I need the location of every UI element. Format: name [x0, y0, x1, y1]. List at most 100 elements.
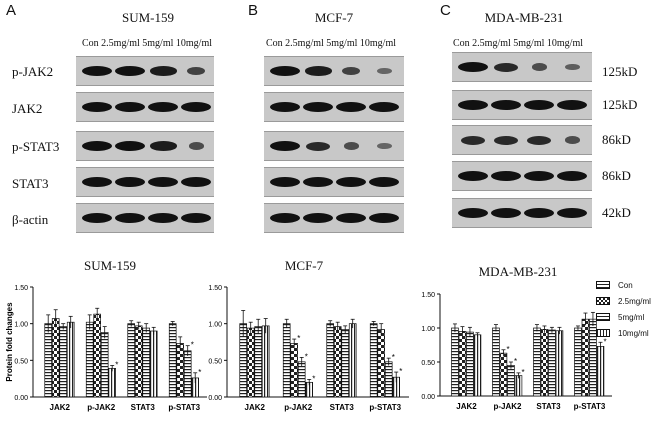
- bar: [51, 318, 60, 398]
- x-tick-label: STAT3: [536, 402, 561, 411]
- row-label-stat3: STAT3: [12, 176, 49, 191]
- blot-strip: [76, 203, 214, 233]
- blot-band: [82, 66, 112, 76]
- blot-band: [270, 102, 300, 112]
- significance-star: *: [514, 357, 517, 366]
- legend-item-5mg: 5mg/ml: [596, 309, 651, 325]
- kd-label-pjak2: 125kD: [602, 64, 638, 79]
- x-tick-label: p-STAT3: [369, 403, 401, 412]
- bar: [149, 330, 158, 398]
- bar: [108, 368, 117, 398]
- bar: [507, 365, 515, 397]
- blot-band: [376, 67, 392, 75]
- bar: [168, 323, 177, 398]
- blot-band: [181, 213, 211, 223]
- bar: [596, 346, 605, 397]
- row-label-pjak2: p-JAK2: [12, 64, 54, 79]
- blot-band: [115, 66, 145, 76]
- bar: [466, 331, 474, 397]
- blot-strip: [452, 52, 592, 82]
- x-tick-label: p-JAK2: [493, 402, 522, 411]
- legend-label-2-5mg: 2.5mg/ml: [618, 296, 651, 306]
- bar: [451, 327, 459, 397]
- bar: [555, 330, 564, 397]
- y-tick-label: 0.50: [14, 358, 28, 365]
- blot-band: [148, 213, 178, 223]
- blot-band: [270, 66, 300, 76]
- x-tick-label: p-STAT3: [168, 403, 200, 412]
- bar: [142, 327, 151, 398]
- y-tick-label: 1.50: [208, 285, 222, 292]
- legend-item-10mg: 10mg/ml: [596, 325, 651, 341]
- bar: [176, 343, 185, 398]
- significance-star: *: [297, 334, 300, 343]
- legend-label-con: Con: [618, 280, 633, 290]
- kd-label-beta-actin: 42kD: [602, 205, 631, 220]
- bar: [282, 323, 291, 398]
- blot-band: [491, 100, 521, 110]
- blot-band: [306, 141, 330, 151]
- x-tick-label: p-JAK2: [284, 403, 313, 412]
- significance-star: *: [392, 353, 395, 362]
- chart-2: 0.00 0.50 1.00 1.50 JAK2 * * * p-JAK2 STAT3 * p-STA…: [421, 292, 612, 411]
- blot-strip: [452, 198, 592, 228]
- concentration-labels-sum159: Con 2.5mg/ml 5mg/ml 10mg/ml: [82, 38, 213, 49]
- blot-band: [82, 102, 112, 112]
- blot-band: [149, 141, 177, 151]
- blot-strip: [76, 56, 214, 86]
- blot-band: [270, 141, 300, 151]
- blot-band: [458, 171, 488, 181]
- blot-band: [82, 213, 112, 223]
- blot-strip: [452, 161, 592, 191]
- blot-band: [557, 100, 587, 110]
- significance-star: *: [399, 367, 402, 376]
- y-tick-label: 0.00: [208, 395, 222, 402]
- blot-band: [557, 208, 587, 218]
- significance-star: *: [521, 368, 524, 377]
- legend-item-2-5mg: 2.5mg/ml: [596, 293, 651, 309]
- blot-band: [557, 171, 587, 181]
- panel-letter-c: C: [440, 2, 451, 19]
- y-tick-label: 1.50: [14, 285, 28, 292]
- bar: [246, 327, 255, 398]
- y-axis-label: Protein fold changes: [5, 302, 14, 382]
- chart-title-sum159: SUM-159: [83, 258, 136, 273]
- kd-label-jak2: 125kD: [602, 97, 638, 112]
- blot-strip: [76, 167, 214, 197]
- blot-band: [336, 102, 366, 112]
- bar: [59, 326, 68, 398]
- blot-band: [458, 62, 488, 72]
- blot-band: [303, 177, 333, 187]
- y-tick-label: 0.50: [421, 360, 435, 367]
- panel-letter-b: B: [248, 2, 259, 19]
- bar: [254, 326, 263, 398]
- y-tick-label: 0.00: [421, 394, 435, 401]
- y-tick-label: 1.50: [421, 292, 435, 299]
- significance-star: *: [198, 368, 201, 377]
- x-tick-label: STAT3: [330, 403, 355, 412]
- bar: [261, 325, 270, 398]
- chart-legend: Con 2.5mg/ml 5mg/ml 10mg/ml: [596, 277, 651, 341]
- x-tick-label: JAK2: [50, 403, 71, 412]
- bar: [369, 323, 378, 398]
- blot-band: [491, 208, 521, 218]
- bar: [492, 327, 500, 397]
- blot-band: [564, 63, 580, 71]
- blot-strip: [452, 125, 592, 155]
- blot-band: [524, 208, 554, 218]
- x-tick-label: p-STAT3: [574, 402, 606, 411]
- blot-band: [303, 102, 333, 112]
- chart-0: 0.00 0.50 1.00 1.50 Protein fold changes JAK2…: [5, 285, 207, 412]
- blot-band: [458, 208, 488, 218]
- blot-band: [149, 66, 177, 76]
- blot-band: [376, 142, 392, 150]
- bar: [333, 326, 342, 398]
- blot-band: [524, 100, 554, 110]
- row-label-beta-actin: β-actin: [12, 212, 49, 227]
- blot-band: [564, 136, 580, 144]
- concentration-labels-mdamb231: Con 2.5mg/ml 5mg/ml 10mg/ml: [453, 38, 584, 49]
- blot-strip: [264, 203, 404, 233]
- blot-band: [458, 100, 488, 110]
- legend-swatch-con: [596, 281, 610, 289]
- y-tick-label: 1.00: [14, 322, 28, 329]
